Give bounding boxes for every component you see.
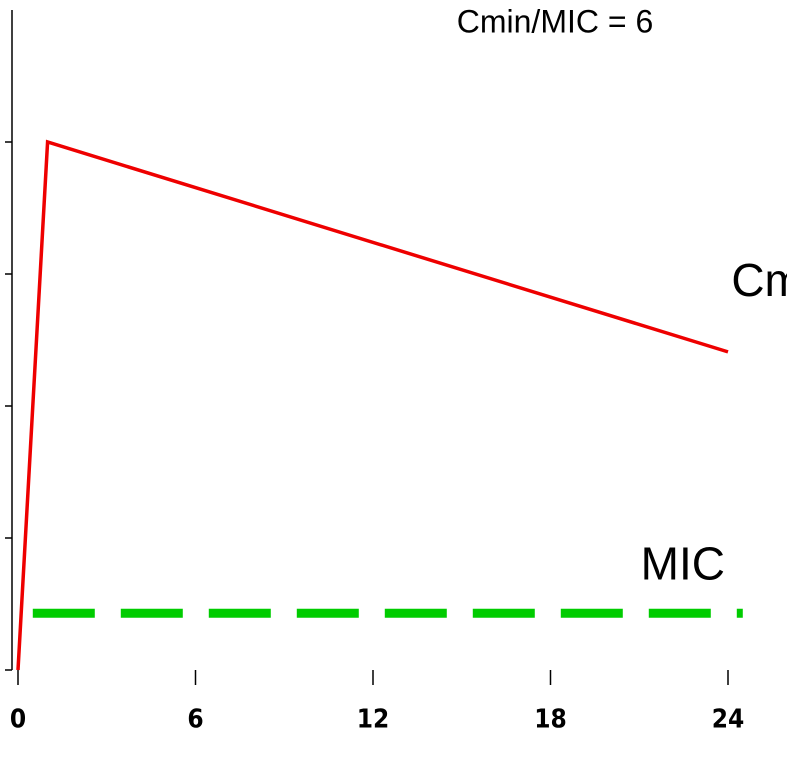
series-line (16, 139, 729, 671)
series-label: MIC (641, 537, 725, 589)
x-tick-label: 18 (534, 705, 567, 735)
x-tick-label: 6 (187, 705, 203, 735)
x-tick-label: 12 (357, 705, 390, 735)
chart-title: Cmin/MIC = 6 (457, 3, 653, 39)
x-tick-label: 24 (712, 705, 745, 735)
x-tick-label: 0 (10, 705, 26, 735)
series-label: Cmin (731, 254, 787, 306)
